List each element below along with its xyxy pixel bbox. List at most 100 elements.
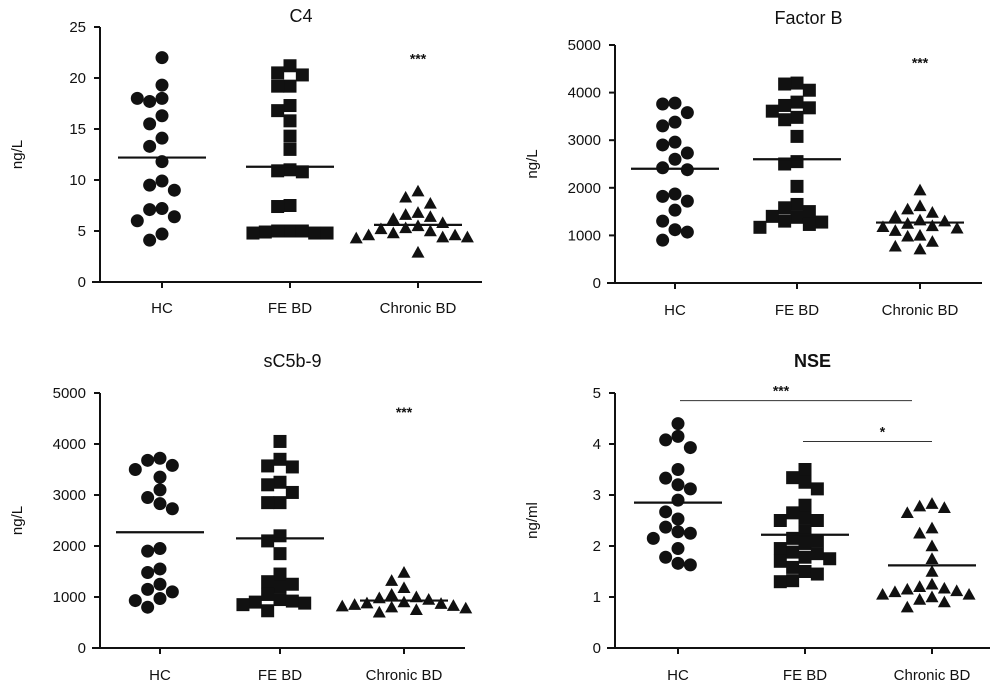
data-point-square [248, 595, 262, 609]
data-point-circle [128, 594, 142, 608]
data-point-square [261, 459, 275, 473]
data-point-triangle [436, 216, 450, 229]
data-point-square [815, 215, 829, 229]
data-point-triangle [349, 231, 363, 244]
data-point-square [810, 547, 824, 561]
y-tick-label: 5 [593, 385, 601, 402]
x-tick-label: HC [149, 667, 171, 684]
data-point-triangle [900, 600, 914, 613]
data-point-triangle [913, 242, 927, 255]
data-point-triangle [962, 587, 976, 600]
data-point-circle [668, 96, 682, 110]
data-point-square [271, 224, 285, 238]
data-point-square [778, 157, 792, 171]
data-point-square [283, 114, 297, 128]
y-axis-label: ng/L [524, 149, 541, 178]
data-point-circle [668, 187, 682, 201]
data-point-triangle [385, 574, 399, 586]
data-point-triangle [913, 580, 927, 592]
data-point-circle [155, 202, 169, 216]
data-point-square [810, 567, 824, 581]
data-point-triangle [888, 585, 902, 598]
data-point-square [765, 209, 779, 223]
data-point-circle [671, 429, 685, 443]
data-point-triangle [938, 214, 952, 227]
data-point-triangle [888, 209, 902, 222]
data-point-square [798, 536, 812, 550]
data-point-circle [671, 493, 685, 507]
data-point-triangle [446, 599, 460, 611]
x-tick-label: FE BD [775, 302, 819, 319]
data-point-triangle [423, 224, 437, 237]
y-tick-label: 0 [78, 274, 86, 291]
y-tick-label: 3000 [53, 487, 86, 504]
data-point-circle [668, 115, 682, 129]
data-point-square [773, 542, 787, 556]
data-point-triangle [409, 603, 423, 615]
y-tick-label: 5000 [568, 37, 601, 54]
panel-sc5b-9: sC5b-9 ng/L 0 1000 2000 3000 4000 5000 HC FE BD Ch… [9, 351, 473, 684]
y-tick-label: 15 [69, 121, 86, 138]
data-point-circle [683, 558, 697, 572]
data-point-circle [656, 119, 670, 133]
data-point-square [778, 201, 792, 215]
y-tick-label: 0 [593, 640, 601, 657]
data-point-square [790, 210, 804, 224]
data-point-triangle [385, 600, 399, 613]
data-point-circle [141, 600, 155, 614]
data-point-square [273, 567, 287, 581]
data-point-circle [165, 502, 179, 516]
data-point-triangle [399, 208, 413, 220]
data-point-square [271, 104, 285, 118]
data-point-triangle [436, 230, 450, 243]
data-point-circle [680, 106, 694, 120]
y-tick-label: 1000 [53, 589, 86, 606]
y-tick-label: 0 [593, 275, 601, 292]
data-point-circle [680, 146, 694, 160]
y-axis-label: ng/L [9, 140, 26, 169]
data-point-square [790, 76, 804, 90]
data-point-circle [680, 194, 694, 208]
data-point-circle [680, 225, 694, 239]
data-point-circle [143, 94, 157, 108]
data-point-square [283, 79, 297, 93]
data-point-circle [683, 441, 697, 455]
data-point-square [765, 104, 779, 118]
data-point-square [246, 226, 260, 240]
data-point-circle [153, 483, 167, 497]
data-point-square [273, 529, 287, 543]
data-point-square [285, 460, 299, 474]
data-point-square [273, 547, 287, 561]
data-point-triangle [925, 539, 939, 552]
data-point-square [273, 475, 287, 489]
data-point-triangle [900, 582, 914, 595]
y-tick-label: 1000 [568, 227, 601, 244]
data-point-circle [155, 227, 169, 241]
x-tick-label: FE BD [258, 667, 302, 684]
data-point-circle [141, 491, 155, 505]
data-point-square [798, 475, 812, 489]
data-point-circle [659, 433, 673, 447]
data-point-square [271, 79, 285, 93]
data-point-circle [153, 497, 167, 511]
data-point-circle [130, 91, 144, 105]
data-point-circle [656, 138, 670, 152]
data-point-circle [155, 109, 169, 123]
data-point-square [320, 226, 334, 240]
data-point-circle [143, 178, 157, 192]
y-tick-label: 1 [593, 589, 601, 606]
data-point-circle [155, 51, 169, 65]
data-point-square [308, 226, 322, 240]
data-point-square [790, 110, 804, 124]
data-point-square [798, 550, 812, 564]
data-point-square [273, 593, 287, 607]
data-point-circle [167, 210, 181, 224]
data-point-circle [167, 183, 181, 197]
data-point-circle [141, 582, 155, 596]
data-point-square [271, 200, 285, 214]
data-point-triangle [900, 506, 914, 519]
data-point-triangle [460, 230, 474, 243]
y-tick-label: 2000 [53, 538, 86, 555]
data-point-circle [646, 531, 660, 545]
